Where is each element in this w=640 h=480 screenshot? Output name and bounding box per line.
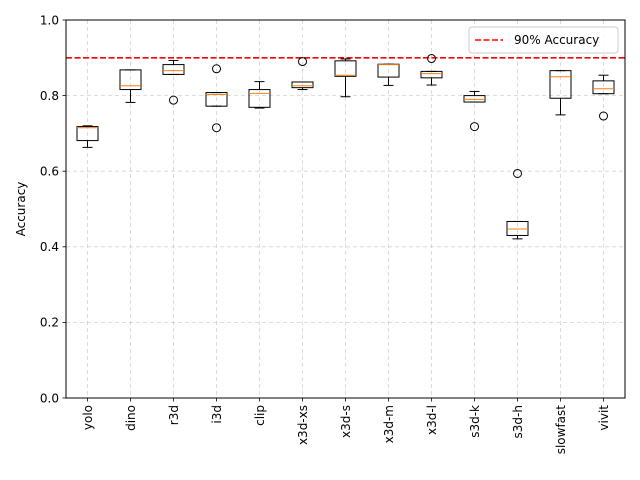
legend-frame <box>468 26 619 54</box>
box-iqr <box>76 126 99 142</box>
box-group-vivit <box>592 74 615 121</box>
box-group-dino <box>119 69 142 103</box>
x-tick-label: x3d-l <box>425 405 439 435</box>
box-iqr <box>506 220 529 236</box>
box-group-yolo <box>76 125 99 148</box>
outlier-point <box>513 168 522 178</box>
box-iqr <box>420 70 443 79</box>
box-group-s3d-h <box>506 168 529 240</box>
box-iqr <box>592 80 615 95</box>
box-group-slowfast <box>549 70 572 116</box>
x-tick-label: vivit <box>597 405 611 431</box>
x-tick-label: x3d-xs <box>296 405 310 445</box>
outlier-point <box>212 123 221 133</box>
legend-label: 90% Accuracy <box>514 33 599 47</box>
x-tick-label: dino <box>124 405 138 431</box>
y-axis-ticks: 0.0 0.2 0.4 0.6 0.8 1.0 <box>40 13 66 405</box>
box-group-clip <box>248 81 271 109</box>
y-tick-label: 0.0 <box>40 391 59 405</box>
box-group-x3d-xs <box>291 57 314 91</box>
outlier-point <box>212 64 221 74</box>
y-axis-label: Accuracy <box>14 182 28 237</box>
y-tick-label: 0.4 <box>40 240 59 254</box>
legend: 90% Accuracy <box>468 26 619 54</box>
outlier-point <box>169 95 178 105</box>
box-iqr <box>334 60 357 77</box>
x-tick-label: s3d-h <box>511 405 525 438</box>
x-tick-label: slowfast <box>554 405 568 455</box>
x-axis-ticks: yolo dino r3d i3d clip x3d-xs x3d-s x3d-m x3d-l s… <box>81 398 611 454</box>
box-group-x3d-l <box>420 54 443 86</box>
x-tick-label: clip <box>253 405 267 426</box>
x-tick-label: x3d-s <box>339 405 353 438</box>
y-tick-label: 0.8 <box>40 89 59 103</box>
box-plots <box>76 54 615 240</box>
outlier-point <box>427 54 436 64</box>
x-tick-label: i3d <box>210 405 224 424</box>
box-iqr <box>549 70 572 99</box>
box-group-x3d-s <box>334 58 357 98</box>
box-iqr <box>248 89 271 108</box>
y-tick-label: 0.6 <box>40 165 59 179</box>
box-group-s3d-k <box>463 90 486 132</box>
x-tick-label: s3d-k <box>468 405 482 438</box>
y-tick-label: 1.0 <box>40 13 59 27</box>
box-group-x3d-m <box>377 63 400 86</box>
x-tick-label: yolo <box>81 405 95 430</box>
outlier-point <box>470 122 479 132</box>
box-iqr <box>291 81 314 89</box>
box-iqr <box>205 92 228 107</box>
x-tick-label: x3d-m <box>382 405 396 443</box>
box-iqr <box>119 69 142 91</box>
outlier-point <box>298 57 307 67</box>
y-tick-label: 0.2 <box>40 316 59 330</box>
box-iqr <box>463 95 486 103</box>
box-iqr <box>162 64 185 75</box>
box-group-i3d <box>205 64 228 133</box>
box-group-r3d <box>162 59 185 105</box>
x-tick-label: r3d <box>167 405 181 425</box>
outlier-point <box>599 111 608 121</box>
